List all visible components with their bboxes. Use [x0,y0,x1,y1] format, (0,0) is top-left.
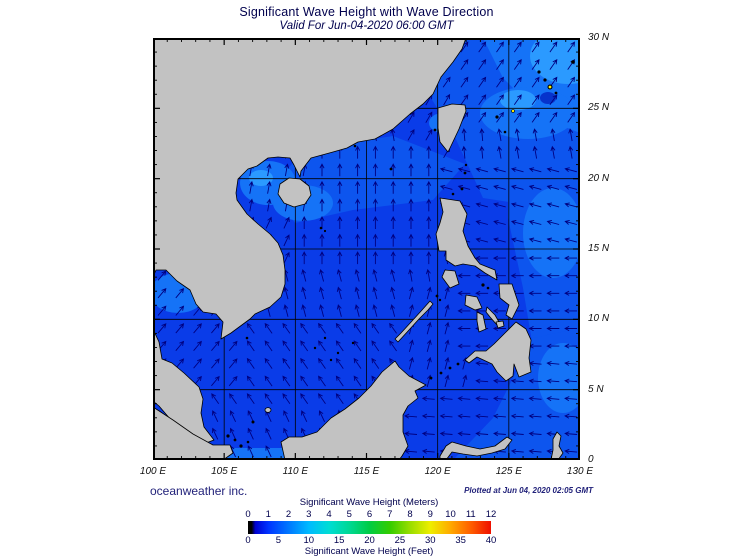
lat-tick-label: 20 N [588,172,610,184]
colorbar-title-meters: Significant Wave Height (Meters) [299,497,439,508]
lat-tick-label: 25 N [588,102,610,114]
colorbar-meters-tick: 3 [306,509,312,520]
colorbar-meters-tick: 6 [366,509,373,520]
land-layer [153,38,564,460]
station-marker-layer [511,85,552,113]
lon-tick-label: 110 E [282,466,309,477]
colorbar-feet-tick: 40 [485,535,497,546]
plotted-timestamp: Plotted at Jun 04, 2020 02:05 GMT [464,486,593,495]
map-border [153,38,580,460]
colorbar-meters-tick: 9 [427,509,433,520]
colorbar-meters-tick: 0 [245,509,251,520]
lon-tick-label: 125 E [495,466,522,477]
lon-tick-label: 100 E [139,466,167,477]
map-canvas [153,38,580,460]
colorbar-meters-tick: 5 [346,509,352,520]
lon-tick-label: 130 E [566,466,594,477]
colorbar-meters-tick: 4 [326,509,332,520]
colorbar-meters-tick: 2 [285,509,292,520]
colorbar-title-feet: Significant Wave Height (Feet) [304,546,434,557]
lat-tick-label: 15 N [588,243,610,254]
chart-header: Significant Wave Height with Wave Direct… [153,5,580,32]
colorbar-gradient [248,521,491,534]
colorbar-feet-tick: 15 [333,535,345,546]
colorbar-feet-tick: 10 [303,535,315,546]
colorbar-feet-tick: 20 [364,535,375,546]
credit-text: oceanweather inc. [150,484,248,498]
colorbar-feet-tick: 5 [275,535,282,546]
colorbar-meters-tick: 7 [387,509,393,520]
colorbar-meters-tick: 12 [485,509,497,520]
colorbar-feet-tick: 0 [245,535,251,546]
colorbar-meters-tick: 10 [445,509,456,520]
colorbar-feet-tick: 30 [424,535,436,546]
islet-layer [226,60,575,448]
chart-title: Significant Wave Height with Wave Direct… [239,5,494,19]
lat-tick-label: 30 N [588,32,610,43]
lat-tick-label: 5 N [588,383,604,395]
colorbar-meters-tick: 8 [407,509,413,520]
colorbar-feet-tick: 35 [455,535,466,546]
chart-subtitle: Valid For Jun-04-2020 06:00 GMT [279,20,454,32]
lon-tick-label: 120 E [424,466,451,477]
wave-map-svg [153,38,580,460]
colorbar-meters-tick: 1 [265,509,271,520]
lat-tick-label: 10 N [588,313,610,325]
lat-tick-label: 0 [588,454,594,465]
colorbar-meters-tick: 11 [465,509,476,520]
lon-tick-label: 115 E [353,466,380,477]
colorbar-feet-tick: 25 [394,535,406,546]
lon-tick-label: 105 E [211,466,238,477]
